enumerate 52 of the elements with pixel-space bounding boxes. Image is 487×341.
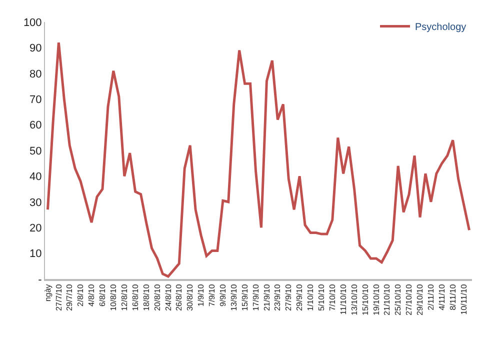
x-tick-label: 4/11/10 [437,284,446,310]
x-tick-label: 21/10/10 [382,284,392,316]
x-tick-label: 2/8/10 [76,284,86,306]
x-tick-label: 16/8/10 [130,284,140,311]
x-tick-label: 13/10/10 [350,284,359,316]
x-tick-label: 29/10/10 [416,284,425,316]
x-tick-label: 25/10/10 [394,284,403,316]
x-tick-label: 15/10/10 [360,284,370,316]
x-tick-label: 8/11/10 [448,284,458,310]
y-tick-label: 40 [30,171,42,184]
x-tick-label: 24/8/10 [164,284,173,311]
y-tick-label: - [38,274,42,286]
y-tick-label: 50 [30,145,42,158]
x-tick-label: 30/8/10 [186,284,195,311]
x-tick-label: ngày [43,284,52,302]
legend-label: Psychology [415,22,466,34]
y-tick-label: 90 [30,42,42,55]
x-tick-label: 5/10/10 [317,284,326,311]
x-tick-label: 6/8/10 [98,284,108,306]
y-tick-label: 30 [30,196,42,209]
x-tick-label: 27/10/10 [404,284,414,316]
x-tick-label: 19/10/10 [372,284,381,316]
x-tick-label: 7/10/10 [328,284,337,311]
y-tick-label: 10 [30,248,42,260]
x-tick-label: 10/11/10 [459,284,468,315]
y-tick-label: 60 [30,120,42,132]
x-tick-label: 26/8/10 [174,284,184,311]
x-tick-label: 11/10/10 [338,284,348,315]
x-tick-label: 27/7/10 [54,284,64,311]
line-series [46,41,471,278]
x-tick-label: 27/9/10 [284,284,294,311]
x-tick-label: 9/9/10 [218,284,228,306]
x-tick-label: 20/8/10 [152,284,162,311]
x-tick-label: 7/9/10 [208,284,217,306]
x-tick-label: 29/9/10 [295,284,304,311]
x-tick-label: 29/7/10 [65,284,74,311]
x-tick-label: 21/9/10 [262,284,272,311]
x-tick-label: 1/9/10 [196,284,206,306]
x-tick-label: 13/9/10 [229,284,238,311]
x-tick-label: 15/9/10 [240,284,250,311]
y-tick-label: 80 [30,68,42,80]
y-tick-label: 100 [23,16,42,29]
x-tick-label: 18/8/10 [142,284,151,311]
y-tick-label: 70 [30,94,42,106]
x-tick-label: 2/11/10 [426,284,436,310]
x-tick-label: 4/8/10 [87,284,96,306]
x-tick-label: 10/8/10 [109,284,118,311]
x-tick-label: 12/8/10 [120,284,129,311]
y-tick-label: 20 [30,222,42,234]
x-tick-label: 1/10/10 [306,284,316,311]
x-tick-label: 17/9/10 [251,284,260,311]
x-tick-label: 23/9/10 [273,284,282,311]
